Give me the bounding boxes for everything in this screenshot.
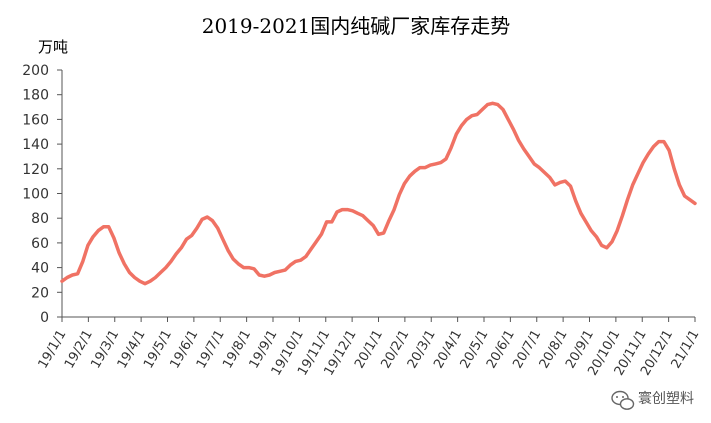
y-tick-label: 80 [31, 211, 49, 227]
y-tick-label: 40 [31, 261, 49, 277]
y-tick-label: 120 [22, 162, 49, 178]
series-layer [60, 101, 697, 286]
y-tick-label: 20 [31, 285, 49, 301]
watermark-text: 寰创塑料 [638, 391, 694, 407]
y-axis-unit-label: 万吨 [38, 38, 68, 56]
y-tick-label: 200 [22, 63, 49, 79]
wechat-icon [611, 390, 635, 410]
y-tick-label: 100 [22, 187, 49, 203]
y-tick-label: 140 [22, 137, 49, 153]
y-tick-label: 160 [22, 112, 49, 128]
x-axis: 19/1/119/2/119/3/119/4/119/5/119/6/119/7… [36, 316, 702, 378]
y-tick-label: 0 [40, 310, 49, 326]
inventory-series-line [60, 101, 697, 286]
watermark: 寰创塑料 [611, 390, 694, 410]
chart-title: 2019-2021国内纯碱厂家库存走势 [202, 14, 511, 38]
y-tick-label: 180 [22, 88, 49, 104]
y-axis: 0 20 40 60 80 100 120 140 160 180 200 [22, 63, 63, 326]
y-tick-label: 60 [31, 236, 49, 252]
